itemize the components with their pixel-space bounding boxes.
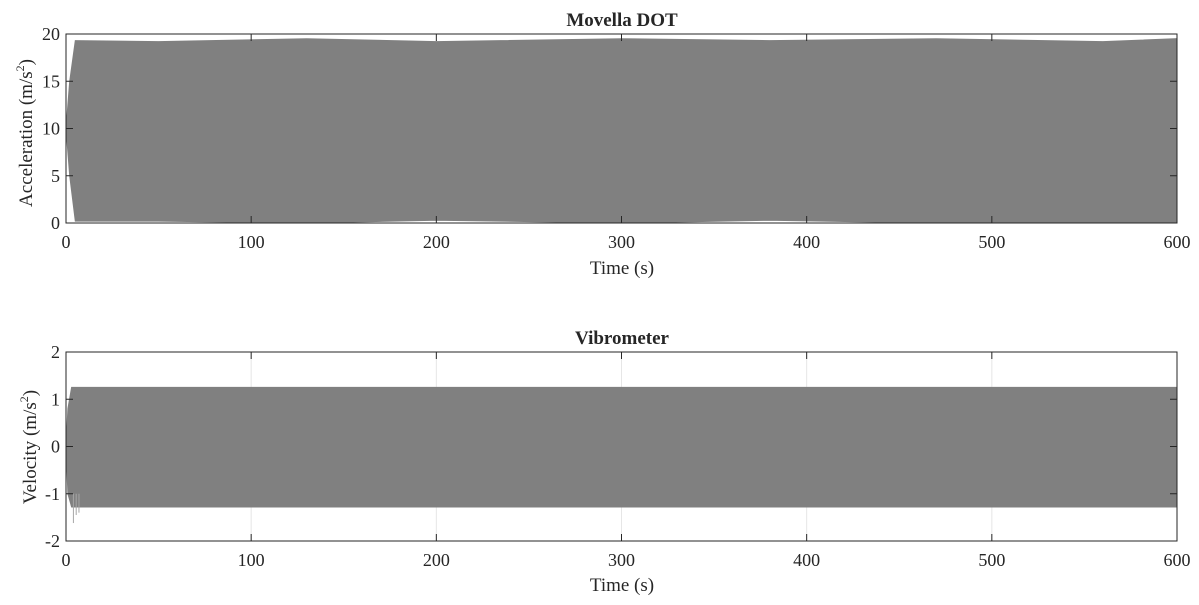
vibrometer-x-tick-label: 0	[62, 550, 71, 570]
vibrometer-y-tick-label: -1	[45, 484, 60, 504]
movella-dot-y-tick-label: 0	[51, 213, 60, 233]
movella-dot-title: Movella DOT	[566, 10, 678, 31]
movella-dot-panel: Movella DOT 0 100 200 300 400 500 60005101520 …	[13, 10, 1191, 279]
vibrometer-y-tick-label: 0	[51, 437, 60, 457]
vibrometer-y-axis-label: Velocity (m/s2)	[17, 390, 41, 504]
movella-dot-x-tick-label: 200	[423, 232, 450, 252]
movella-dot-x-tick-label: 100	[238, 232, 265, 252]
vibrometer-y-tick-label: -2	[45, 531, 60, 551]
movella-dot-x-tick-label: 400	[793, 232, 820, 252]
movella-dot-x-tick-label: 300	[608, 232, 635, 252]
vibrometer-y-tick-label: 1	[51, 389, 60, 409]
movella-dot-y-tick-label: 10	[42, 119, 60, 139]
movella-dot-y-tick-label: 15	[42, 71, 60, 91]
vibrometer-plot-area	[65, 386, 1178, 524]
vibrometer-x-tick-label: 400	[793, 550, 820, 570]
vibrometer-x-axis-label: Time (s)	[590, 575, 654, 596]
movella-dot-y-tick-label: 20	[42, 24, 60, 44]
vibrometer-x-tick-label: 200	[423, 550, 450, 570]
vibrometer-title: Vibrometer	[575, 328, 669, 349]
vibrometer-ticks: 0 100 200 300 400 500 600 -2 -1 0 1 2	[45, 342, 1191, 570]
movella-dot-plot-area	[65, 38, 1178, 224]
vibrometer-x-tick-label: 500	[978, 550, 1005, 570]
movella-dot-x-tick-label: 500	[978, 232, 1005, 252]
vibrometer-x-tick-label: 100	[238, 550, 265, 570]
movella-dot-y-axis-label: Acceleration (m/s2)	[13, 59, 37, 207]
movella-dot-x-tick-label: 0	[62, 232, 71, 252]
movella-dot-y-tick-label: 5	[51, 166, 60, 186]
movella-dot-x-tick-label: 600	[1164, 232, 1191, 252]
movella-dot-ticks: 0 100 200 300 400 500 600 0 5 10 15 20	[42, 24, 1191, 252]
vibrometer-signal-band	[65, 386, 1178, 508]
vibrometer-x-tick-label: 600	[1164, 550, 1191, 570]
vibrometer-x-tick-label: 300	[608, 550, 635, 570]
movella-dot-signal-band	[65, 38, 1178, 224]
vibrometer-panel: Vibrometer 0 100 200 300 400 500 600 -2 -1 0 1 2 Ti…	[17, 328, 1191, 596]
movella-dot-x-axis-label: Time (s)	[590, 258, 654, 279]
vibrometer-y-tick-label: 2	[51, 342, 60, 362]
